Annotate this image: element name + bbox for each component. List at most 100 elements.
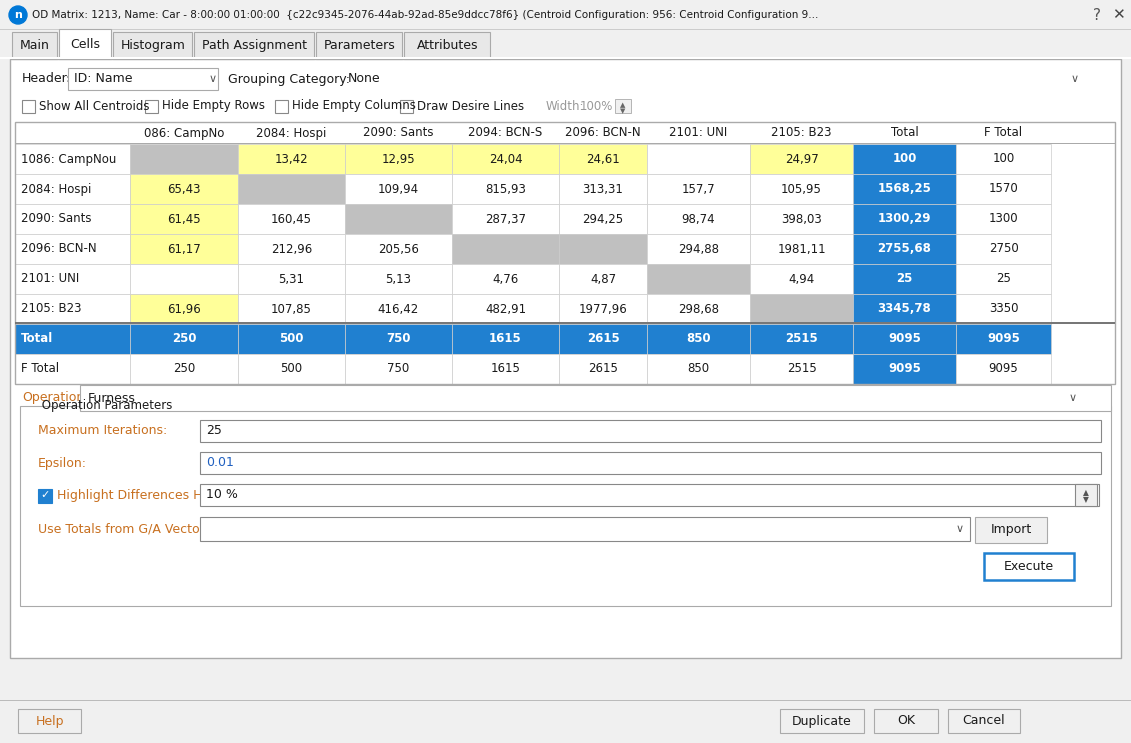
Bar (750, 144, 853, 174)
Bar (317, 32, 403, 59)
Bar (559, 144, 647, 174)
Bar (345, 294, 452, 324)
Text: 4,76: 4,76 (492, 273, 519, 285)
Text: Main: Main (19, 39, 50, 52)
Text: 482,91: 482,91 (485, 302, 526, 316)
Text: ✕: ✕ (1112, 7, 1124, 22)
Text: 1615: 1615 (489, 333, 521, 345)
Bar (853, 174, 956, 204)
Text: 100: 100 (892, 152, 917, 166)
Text: 2105: B23: 2105: B23 (771, 126, 831, 140)
Text: 1568,25: 1568,25 (878, 183, 932, 195)
Text: Epsilon:: Epsilon: (38, 456, 87, 470)
Bar (452, 324, 559, 354)
Text: 4,94: 4,94 (788, 273, 814, 285)
Text: 850: 850 (688, 363, 709, 375)
Text: 1981,11: 1981,11 (777, 242, 826, 256)
Text: Show All Centroids: Show All Centroids (38, 100, 149, 112)
Text: 9095: 9095 (987, 333, 1020, 345)
Text: 298,68: 298,68 (677, 302, 719, 316)
Text: ID: Name: ID: Name (74, 73, 132, 85)
Bar (750, 264, 853, 294)
Bar (559, 354, 647, 384)
Text: 850: 850 (687, 333, 710, 345)
Text: 61,17: 61,17 (167, 242, 201, 256)
Text: 398,03: 398,03 (782, 212, 822, 225)
Text: Execute: Execute (1004, 559, 1054, 573)
Text: 24,61: 24,61 (586, 152, 620, 166)
Bar (200, 517, 970, 541)
Bar (130, 144, 238, 174)
Bar (750, 354, 853, 384)
Bar (452, 174, 559, 204)
Bar (345, 234, 452, 264)
Text: 500: 500 (280, 363, 303, 375)
Bar (452, 144, 559, 174)
Text: 25: 25 (206, 424, 222, 438)
Bar (195, 32, 314, 59)
Bar (615, 99, 631, 113)
Bar (400, 100, 413, 113)
Text: 500: 500 (279, 333, 304, 345)
Text: 1086: CampNou: 1086: CampNou (21, 152, 116, 166)
Text: 24,04: 24,04 (489, 152, 523, 166)
Text: Operation:: Operation: (21, 392, 88, 404)
Bar (853, 234, 956, 264)
Bar (345, 174, 452, 204)
Bar (956, 324, 1051, 354)
Bar (984, 553, 1074, 580)
Text: 5,31: 5,31 (278, 273, 304, 285)
Text: 2084: Hospi: 2084: Hospi (21, 183, 92, 195)
Text: Total: Total (890, 126, 918, 140)
Circle shape (9, 6, 27, 24)
Text: 2105: B23: 2105: B23 (21, 302, 81, 316)
Bar (15, 174, 130, 204)
Bar (238, 324, 345, 354)
Bar (452, 204, 559, 234)
Text: 105,95: 105,95 (782, 183, 822, 195)
Text: 2101: UNI: 2101: UNI (670, 126, 727, 140)
Bar (145, 100, 158, 113)
Bar (15, 204, 130, 234)
Text: F Total: F Total (984, 126, 1022, 140)
Bar (956, 234, 1051, 264)
Bar (130, 264, 238, 294)
Text: ∨: ∨ (956, 524, 964, 534)
Text: 61,45: 61,45 (167, 212, 201, 225)
Text: 2096: BCN-N: 2096: BCN-N (566, 126, 641, 140)
Text: Headers:: Headers: (21, 73, 78, 85)
Bar (15, 122, 1115, 144)
Bar (238, 234, 345, 264)
Text: 160,45: 160,45 (271, 212, 312, 225)
Text: 2515: 2515 (787, 363, 817, 375)
Text: 10 %: 10 % (206, 488, 238, 502)
Bar (559, 234, 647, 264)
Bar (10, 59, 1121, 658)
Bar (20, 406, 1111, 606)
Bar (15, 294, 130, 324)
Bar (647, 294, 750, 324)
Bar (452, 264, 559, 294)
Bar (647, 354, 750, 384)
Bar (130, 234, 238, 264)
Text: Help: Help (36, 715, 64, 727)
Bar (275, 100, 288, 113)
Text: ▲: ▲ (620, 102, 625, 108)
Bar (956, 294, 1051, 324)
Bar (750, 174, 853, 204)
Text: Path Assignment: Path Assignment (202, 39, 307, 52)
Bar (15, 144, 130, 174)
Text: 109,94: 109,94 (378, 183, 420, 195)
Text: 2090: Sants: 2090: Sants (21, 212, 92, 225)
Bar (12, 32, 58, 59)
Bar (452, 234, 559, 264)
Bar (238, 354, 345, 384)
Bar (853, 354, 956, 384)
Text: Draw Desire Lines: Draw Desire Lines (417, 100, 524, 112)
Text: 61,96: 61,96 (167, 302, 201, 316)
Text: ∨: ∨ (209, 74, 217, 84)
Bar (750, 294, 853, 324)
Text: 2750: 2750 (988, 242, 1018, 256)
Text: ∨: ∨ (1071, 74, 1079, 84)
Bar (345, 324, 452, 354)
